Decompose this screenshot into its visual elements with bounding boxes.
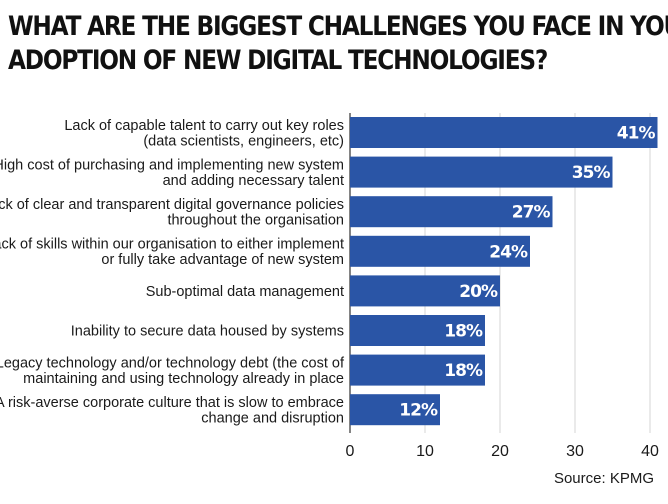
x-tick-label: 40	[641, 443, 659, 460]
chart-title: WHAT ARE THE BIGGEST CHALLENGES YOU FACE…	[8, 10, 668, 78]
bar	[350, 235, 530, 267]
category-label: or fully take advantage of new system	[101, 252, 344, 268]
category-label: Lack of capable talent to carry out key …	[64, 118, 344, 134]
bar	[350, 275, 500, 307]
x-tick-label: 30	[566, 443, 584, 460]
bars	[350, 117, 658, 426]
bar-value-label: 20%	[459, 282, 498, 302]
bar-value-label: 12%	[399, 401, 438, 421]
bar	[350, 196, 553, 228]
bar	[350, 315, 485, 346]
chart-title-line-2: ADOPTION OF NEW DIGITAL TECHNOLOGIES?	[8, 45, 548, 76]
bar-value-label: 27%	[512, 203, 551, 223]
bar	[350, 117, 658, 148]
category-label: throughout the organisation	[167, 212, 344, 228]
x-axis-ticks: 0 10 20 30 40	[346, 443, 659, 460]
bar-value-label: 18%	[444, 322, 483, 342]
bar-value-label: 24%	[489, 242, 528, 262]
category-label: High cost of purchasing and implementing…	[0, 157, 344, 173]
x-tick-label: 20	[491, 443, 509, 460]
category-label: maintaining and using technology already…	[23, 371, 344, 387]
x-tick-label: 10	[416, 443, 434, 460]
bar-value-label: 18%	[444, 361, 483, 381]
category-label: Lack of skills within our organisation t…	[0, 237, 344, 253]
category-label: Lack of clear and transparent digital go…	[0, 197, 344, 213]
category-label: and adding necessary talent	[163, 173, 344, 189]
category-label: Inability to secure data housed by syste…	[71, 324, 344, 340]
bar-value-label: 35%	[572, 163, 611, 183]
category-label: Sub-optimal data management	[146, 284, 344, 300]
category-label: change and disruption	[201, 410, 344, 426]
bar	[350, 394, 440, 426]
category-label: (data scientists, engineers, etc)	[143, 133, 344, 149]
category-labels: Lack of capable talent to carry out key …	[0, 118, 345, 427]
value-labels: 41% 35% 27% 24% 20% 18% 18% 12%	[399, 124, 656, 421]
bar-value-label: 41%	[617, 124, 656, 144]
source-note: Source: KPMG	[554, 470, 654, 487]
chart-title-line-1: WHAT ARE THE BIGGEST CHALLENGES YOU FACE…	[8, 11, 668, 42]
category-label: Legacy technology and/or technology debt…	[0, 355, 345, 371]
bar	[350, 354, 485, 386]
bar	[350, 156, 613, 188]
x-tick-label: 0	[346, 443, 355, 460]
category-label: A risk-averse corporate culture that is …	[0, 395, 344, 411]
